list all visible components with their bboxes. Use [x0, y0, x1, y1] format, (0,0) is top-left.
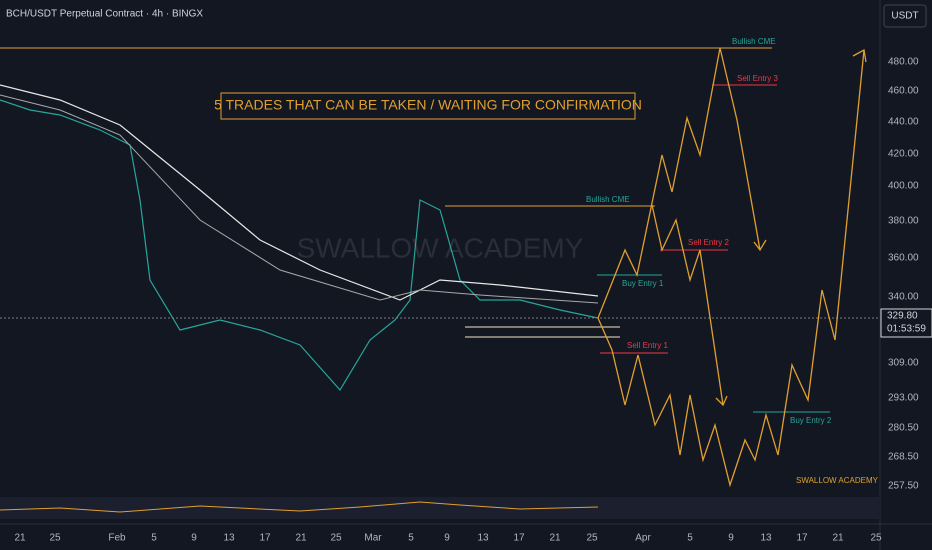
time-label: 21 — [549, 533, 561, 544]
price-label: 380.00 — [888, 216, 919, 227]
time-label: 5 — [408, 533, 414, 544]
time-label: 13 — [223, 533, 235, 544]
time-label: 9 — [191, 533, 197, 544]
projection-path — [597, 47, 761, 319]
time-label: 25 — [870, 533, 882, 544]
annotation: Sell Entry 2 — [688, 238, 729, 247]
price-label: 268.50 — [888, 452, 919, 463]
signature: SWALLOW ACADEMY — [796, 476, 879, 485]
time-label: Apr — [635, 533, 651, 544]
banner: 5 TRADES THAT CAN BE TAKEN / WAITING FOR… — [214, 97, 642, 113]
time-label: 21 — [295, 533, 307, 544]
price-label: 257.50 — [888, 481, 919, 492]
chart-title: BCH/USDT Perpetual Contract · 4h · BINGX — [6, 9, 203, 20]
annotation: Bullish CME — [732, 37, 776, 46]
countdown: 01:53:59 — [887, 324, 926, 335]
time-label: 13 — [760, 533, 772, 544]
time-label: 9 — [728, 533, 734, 544]
time-label: 5 — [687, 533, 693, 544]
moving-average — [0, 84, 599, 301]
banner-box — [220, 92, 636, 120]
time-label: 25 — [49, 533, 61, 544]
arrow-head — [715, 395, 728, 407]
time-label: 25 — [586, 533, 598, 544]
time-label: 13 — [477, 533, 489, 544]
watermark: SWALLOW ACADEMY — [297, 232, 584, 263]
annotation: Sell Entry 1 — [627, 341, 668, 350]
price-label: 309.00 — [888, 358, 919, 369]
time-label: Mar — [364, 533, 382, 544]
price-label: 293.00 — [888, 393, 919, 404]
price-label: 480.00 — [888, 57, 919, 68]
currency[interactable]: USDT — [891, 11, 918, 22]
annotation: Buy Entry 1 — [622, 279, 664, 288]
rsi-line — [0, 501, 599, 513]
time-label: 5 — [151, 533, 157, 544]
currency-button[interactable] — [883, 4, 927, 28]
price-label: 340.00 — [888, 292, 919, 303]
time-label: 25 — [330, 533, 342, 544]
annotation: Sell Entry 3 — [737, 74, 778, 83]
indicator-panel — [0, 497, 880, 519]
projections — [597, 47, 867, 488]
projection-path — [651, 204, 724, 406]
time-label: 17 — [259, 533, 271, 544]
time-label: 9 — [444, 533, 450, 544]
arrow-head — [753, 239, 767, 252]
projection-path — [597, 49, 865, 488]
time-label: Feb — [108, 533, 126, 544]
current-price: 329.80 — [887, 311, 918, 322]
price-label: 440.00 — [888, 117, 919, 128]
moving-average — [0, 94, 599, 304]
annotation: Buy Entry 2 — [790, 416, 832, 425]
price-label: 360.00 — [888, 253, 919, 264]
time-label: 21 — [832, 533, 844, 544]
price-label: 420.00 — [888, 149, 919, 160]
arrow-head — [852, 48, 867, 63]
price-label: 460.00 — [888, 86, 919, 97]
time-label: 21 — [14, 533, 26, 544]
annotation: Bullish CME — [586, 195, 630, 204]
time-label: 17 — [796, 533, 808, 544]
price-label: 280.50 — [888, 423, 919, 434]
current-price-badge — [880, 308, 932, 338]
price-line — [0, 99, 599, 392]
price-label: 400.00 — [888, 181, 919, 192]
time-label: 17 — [513, 533, 525, 544]
